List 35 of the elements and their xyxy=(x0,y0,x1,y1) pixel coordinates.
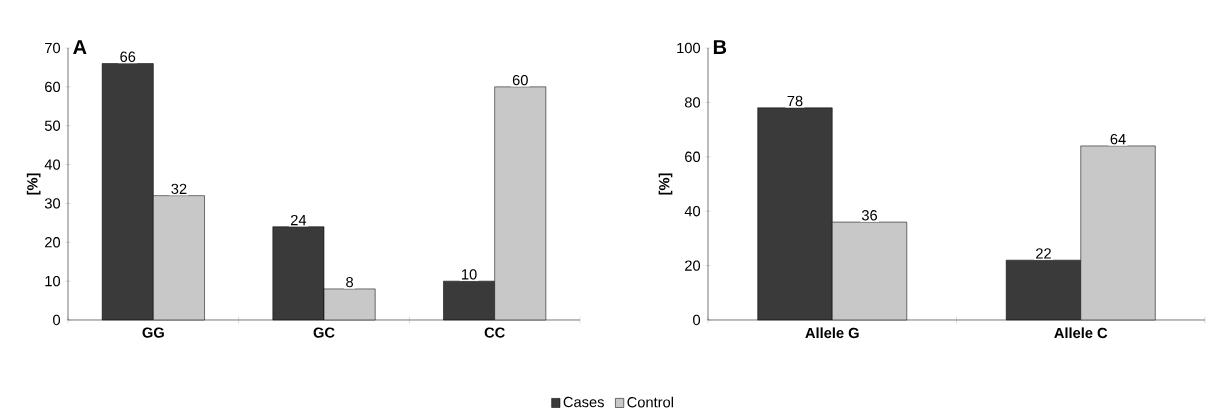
data-label: 24 xyxy=(290,215,307,226)
chart-title: B xyxy=(713,40,727,55)
data-label: 32 xyxy=(171,183,187,195)
chart-title: A xyxy=(73,40,87,55)
data-label: 78 xyxy=(787,96,803,107)
x-tick-label: GC xyxy=(313,327,335,338)
y-tick-label: 20 xyxy=(685,260,701,271)
y-tick-label: 0 xyxy=(693,315,701,326)
x-tick-label: GG xyxy=(142,327,164,338)
x-tick-label: Allele G xyxy=(805,327,859,339)
y-tick-label: 40 xyxy=(44,159,61,170)
legend-label: Control xyxy=(627,396,673,408)
data-label: 8 xyxy=(346,277,354,288)
data-label: 22 xyxy=(1036,248,1051,259)
y-tick-label: 60 xyxy=(685,151,701,163)
y-tick-label: 0 xyxy=(53,315,61,326)
y-tick-label: 20 xyxy=(45,237,61,248)
x-tick-label: Allele C xyxy=(1054,327,1108,339)
y-tick-label: 100 xyxy=(677,43,701,54)
y-tick-label: 30 xyxy=(44,198,61,209)
y-tick-label: 70 xyxy=(45,43,61,54)
y-tick-label: 40 xyxy=(684,206,701,217)
y-tick-label: 80 xyxy=(684,97,701,108)
data-label: 36 xyxy=(861,210,878,221)
data-label: 60 xyxy=(512,75,528,86)
y-tick-label: 50 xyxy=(44,120,61,132)
x-tick-label: CC xyxy=(484,327,505,338)
data-label: 10 xyxy=(462,269,477,280)
y-axis-title: [%] xyxy=(658,173,673,195)
y-tick-label: 10 xyxy=(45,276,61,287)
legend-label: Cases xyxy=(563,397,604,408)
y-axis-title: [%] xyxy=(26,173,41,195)
y-tick-label: 60 xyxy=(45,81,61,93)
data-label: 64 xyxy=(1110,134,1126,145)
data-label: 66 xyxy=(120,51,136,63)
